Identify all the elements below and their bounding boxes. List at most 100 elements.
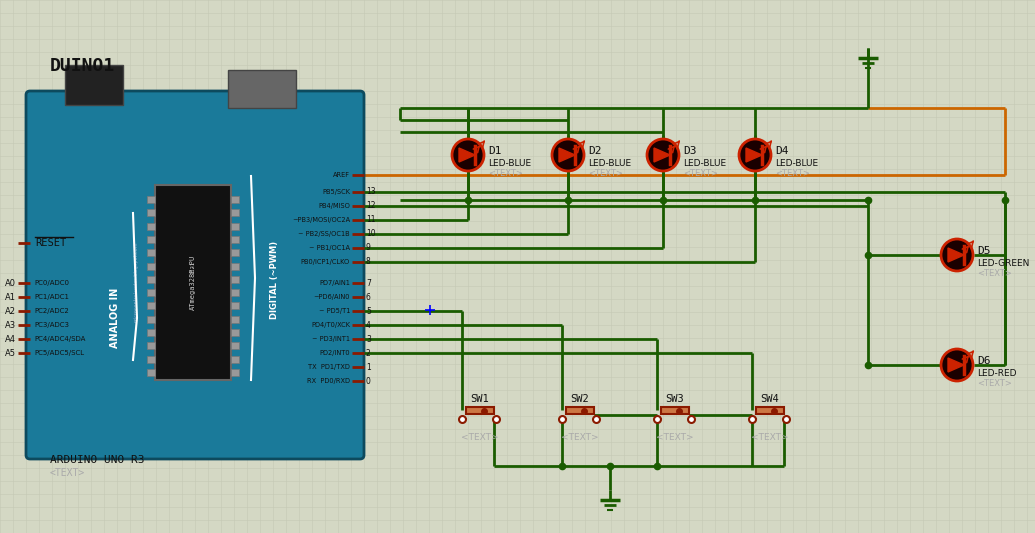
Polygon shape (559, 148, 575, 162)
Text: 9: 9 (366, 244, 371, 253)
Text: ~ PB2/SS/OC1B: ~ PB2/SS/OC1B (298, 231, 350, 237)
Text: <TEXT>: <TEXT> (561, 432, 599, 441)
Text: PD7/AIN1: PD7/AIN1 (319, 280, 350, 286)
Circle shape (647, 139, 679, 171)
Text: A1: A1 (5, 293, 16, 302)
Polygon shape (948, 358, 964, 372)
Text: RX  PD0/RXD: RX PD0/RXD (307, 378, 350, 384)
Circle shape (552, 139, 584, 171)
Bar (231, 209, 239, 216)
Text: PB4/MISO: PB4/MISO (318, 203, 350, 209)
Text: RESET: RESET (35, 238, 66, 248)
Text: PB5/SCK: PB5/SCK (322, 189, 350, 195)
Text: 6: 6 (366, 293, 371, 302)
Bar (231, 302, 239, 309)
Text: 7: 7 (366, 279, 371, 287)
Bar (147, 196, 155, 203)
Text: 4: 4 (366, 320, 371, 329)
Text: <TEXT>: <TEXT> (656, 432, 693, 441)
Bar (231, 276, 239, 283)
Text: SW3: SW3 (666, 394, 684, 404)
Bar (756, 407, 783, 414)
Text: <TEXT>: <TEXT> (775, 168, 809, 177)
Text: LED-BLUE: LED-BLUE (683, 158, 727, 167)
Text: <TEXT>: <TEXT> (683, 168, 718, 177)
Text: PC0/ADC0: PC0/ADC0 (34, 280, 69, 286)
Bar (231, 249, 239, 256)
Bar (231, 236, 239, 243)
Text: <TEXT>: <TEXT> (977, 269, 1012, 278)
Text: ~ PB1/OC1A: ~ PB1/OC1A (309, 245, 350, 251)
Text: 5: 5 (366, 306, 371, 316)
Circle shape (941, 239, 973, 271)
Bar (231, 196, 239, 203)
Bar (147, 249, 155, 256)
Text: 1: 1 (366, 362, 371, 372)
Bar (147, 236, 155, 243)
Text: D3: D3 (683, 146, 697, 156)
Text: PC4/ADC4/SDA: PC4/ADC4/SDA (34, 336, 85, 342)
Text: PC3/ADC3: PC3/ADC3 (34, 322, 69, 328)
Text: LED-BLUE: LED-BLUE (487, 158, 531, 167)
Polygon shape (654, 148, 670, 162)
Text: A5: A5 (5, 349, 16, 358)
Bar (155, 185, 231, 380)
Text: DUINO1: DUINO1 (50, 57, 115, 75)
Bar (65, 65, 123, 105)
Bar (147, 289, 155, 296)
Bar (231, 369, 239, 376)
Text: AREF: AREF (333, 172, 350, 178)
Text: PC2/ADC2: PC2/ADC2 (34, 308, 68, 314)
Bar (231, 329, 239, 336)
Text: PD4/T0/XCK: PD4/T0/XCK (310, 322, 350, 328)
Text: 12: 12 (366, 201, 376, 211)
Text: ATmega328P-PU: ATmega328P-PU (190, 254, 196, 310)
Bar (147, 223, 155, 230)
Text: TX  PD1/TXD: TX PD1/TXD (308, 364, 350, 370)
Bar (661, 407, 689, 414)
Text: 3: 3 (366, 335, 371, 343)
Bar (566, 407, 594, 414)
Text: PB0/ICP1/CLKO: PB0/ICP1/CLKO (301, 259, 350, 265)
Text: A2: A2 (5, 306, 16, 316)
Text: 8: 8 (366, 257, 371, 266)
Bar (231, 316, 239, 322)
Bar (231, 289, 239, 296)
Bar (231, 356, 239, 362)
Text: <TEXT>: <TEXT> (462, 432, 499, 441)
Text: <TEXT>: <TEXT> (751, 432, 789, 441)
Polygon shape (746, 148, 762, 162)
Text: A0: A0 (5, 279, 16, 287)
Bar (147, 329, 155, 336)
Text: D4: D4 (775, 146, 789, 156)
Text: SW2: SW2 (570, 394, 589, 404)
Text: 0: 0 (366, 376, 371, 385)
Text: ANALOG IN: ANALOG IN (110, 288, 120, 348)
Bar (228, 70, 296, 108)
Text: D5: D5 (977, 246, 990, 256)
Text: LED-GREEN: LED-GREEN (977, 259, 1030, 268)
Text: ~ PD5/T1: ~ PD5/T1 (319, 308, 350, 314)
Bar (147, 209, 155, 216)
Text: LED-BLUE: LED-BLUE (588, 158, 631, 167)
Circle shape (739, 139, 771, 171)
Circle shape (941, 349, 973, 381)
Text: ~PB3/MOSI/OC2A: ~PB3/MOSI/OC2A (292, 217, 350, 223)
Text: 1121: 1121 (190, 262, 196, 274)
Bar (147, 262, 155, 270)
Circle shape (452, 139, 484, 171)
Text: <TEXT>: <TEXT> (487, 168, 523, 177)
Text: A3: A3 (5, 320, 16, 329)
Text: 13: 13 (366, 188, 376, 197)
Bar (147, 369, 155, 376)
Text: <TEXT>: <TEXT> (977, 378, 1012, 387)
Bar (466, 407, 494, 414)
Bar (147, 276, 155, 283)
Text: PC5/ADC5/SCL: PC5/ADC5/SCL (34, 350, 84, 356)
Text: PC1/ADC1: PC1/ADC1 (34, 294, 69, 300)
Text: ~ PD3/INT1: ~ PD3/INT1 (312, 336, 350, 342)
FancyBboxPatch shape (26, 91, 364, 459)
Text: 2: 2 (366, 349, 371, 358)
Text: A4: A4 (5, 335, 16, 343)
Bar (147, 356, 155, 362)
